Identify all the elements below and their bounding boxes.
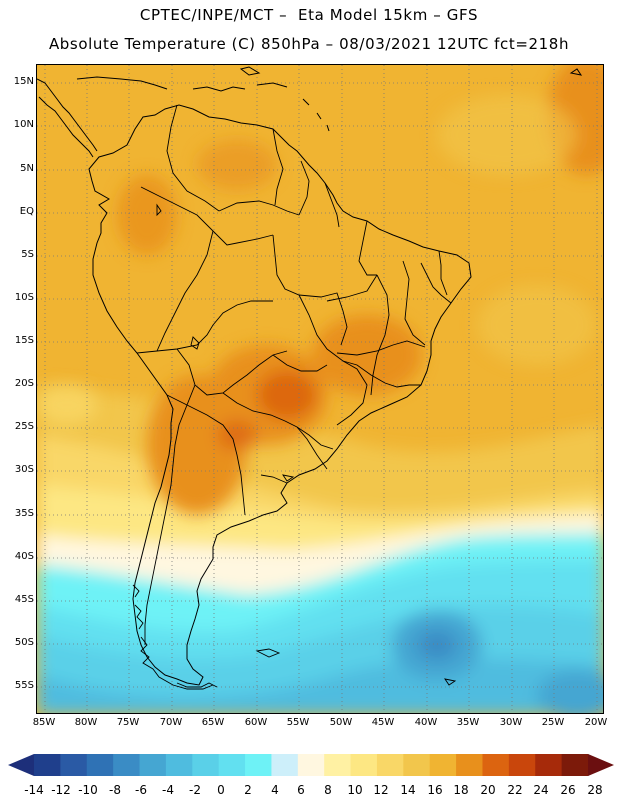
lon-label-20w: 20W — [584, 717, 608, 728]
lat-label-5n: 5N — [20, 163, 34, 174]
colorbar-label: 28 — [587, 783, 603, 797]
colorbar-label: -6 — [135, 783, 147, 797]
lat-label-35s: 35S — [14, 508, 34, 519]
colorbar-label: 16 — [427, 783, 443, 797]
colorbar-swatch — [60, 754, 88, 776]
lat-label-55s: 55S — [14, 680, 34, 691]
colorbar-swatch — [561, 754, 589, 776]
colorbar-label: 20 — [480, 783, 496, 797]
colorbar-swatch — [192, 754, 220, 776]
colorbar-swatch — [324, 754, 352, 776]
lat-label-10n: 10N — [13, 119, 34, 130]
lon-label-35w: 35W — [456, 717, 480, 728]
colorbar-label: 8 — [324, 783, 332, 797]
colorbar-high-end — [588, 754, 614, 776]
lon-label-50w: 50W — [329, 717, 353, 728]
lon-label-60w: 60W — [244, 717, 268, 728]
lon-label-25w: 25W — [541, 717, 565, 728]
colorbar-swatch — [376, 754, 404, 776]
colorbar-swatch — [456, 754, 483, 776]
colorbar-label: 12 — [373, 783, 389, 797]
colorbar-swatch — [350, 754, 378, 776]
colorbar-swatch — [113, 754, 141, 776]
colorbar-low-end — [8, 754, 34, 776]
lat-label-45s: 45S — [14, 594, 34, 605]
colorbar-swatch — [429, 754, 457, 776]
lat-label-40s: 40S — [14, 551, 34, 562]
central-america-coastline — [37, 78, 98, 152]
temperature-colorbar — [8, 754, 614, 776]
colorbar-swatch — [245, 754, 272, 776]
colorbar-label: 4 — [271, 783, 279, 797]
colorbar-swatch — [297, 754, 325, 776]
colorbar-label: -8 — [109, 783, 121, 797]
colorbar-label: -14 — [24, 783, 44, 797]
colorbar-swatch — [218, 754, 246, 776]
colorbar-swatch — [165, 754, 193, 776]
lon-label-30w: 30W — [499, 717, 523, 728]
lat-label-15s: 15S — [14, 335, 34, 346]
lon-label-85w: 85W — [32, 717, 56, 728]
colorbar-label: 2 — [244, 783, 252, 797]
colorbar-swatch — [403, 754, 431, 776]
lat-label-50s: 50S — [14, 637, 34, 648]
colorbar-swatch — [271, 754, 299, 776]
colorbar-label: 26 — [560, 783, 576, 797]
map-canvas — [37, 65, 603, 713]
colorbar-swatch — [508, 754, 536, 776]
colorbar-swatch — [139, 754, 167, 776]
temperature-map — [36, 64, 604, 714]
colorbar-swatch — [482, 754, 510, 776]
map-title-line-2: Absolute Temperature (C) 850hPa – 08/03/… — [48, 35, 570, 53]
lon-label-75w: 75W — [116, 717, 140, 728]
lon-label-70w: 70W — [159, 717, 183, 728]
lat-label-20s: 20S — [14, 378, 34, 389]
colorbar-label: 10 — [347, 783, 363, 797]
lat-label-15n: 15N — [13, 76, 34, 87]
colorbar-label: 18 — [453, 783, 469, 797]
south-america-coastline — [88, 104, 472, 686]
colorbar-label: 14 — [400, 783, 416, 797]
colorbar-swatch — [34, 754, 61, 776]
colorbar-label: 0 — [217, 783, 225, 797]
lat-label-10s: 10S — [14, 292, 34, 303]
lat-label-30s: 30S — [14, 464, 34, 475]
colorbar-swatch — [86, 754, 114, 776]
map-title-line-1: CPTEC/INPE/MCT – Eta Model 15km – GFS — [139, 6, 479, 24]
colorbar-label: -12 — [51, 783, 71, 797]
country-borders — [136, 104, 452, 645]
colorbar-label: 6 — [297, 783, 305, 797]
colorbar-label: 22 — [507, 783, 523, 797]
lon-label-55w: 55W — [286, 717, 310, 728]
lat-label-5s: 5S — [21, 249, 34, 260]
lon-label-40w: 40W — [414, 717, 438, 728]
colorbar-label: -2 — [189, 783, 201, 797]
lat-lon-grid — [37, 65, 603, 713]
colorbar-label: 24 — [533, 783, 549, 797]
lon-label-80w: 80W — [74, 717, 98, 728]
lat-label-eq: EQ — [19, 206, 34, 217]
colorbar-swatch — [535, 754, 563, 776]
colorbar-label: -10 — [78, 783, 98, 797]
colorbar-label: -4 — [162, 783, 174, 797]
lat-label-25s: 25S — [14, 421, 34, 432]
lon-label-65w: 65W — [201, 717, 225, 728]
lon-label-45w: 45W — [371, 717, 395, 728]
